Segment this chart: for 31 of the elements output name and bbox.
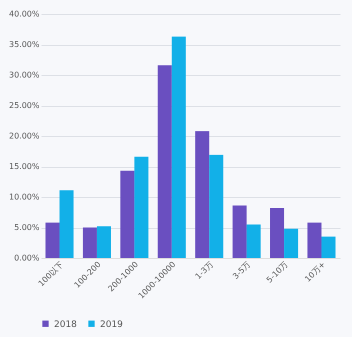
y-tick-label: 30.00%	[8, 70, 40, 80]
y-tick-label: 5.00%	[14, 223, 40, 232]
bar	[195, 131, 210, 258]
y-tick-label: 0.00%	[14, 254, 40, 262]
x-tick-label: 100以下	[36, 260, 66, 288]
bar	[284, 228, 298, 258]
y-tick-label: 15.00%	[8, 162, 40, 171]
bar	[172, 36, 186, 258]
y-tick-label: 35.00%	[8, 40, 40, 49]
bar	[45, 222, 60, 258]
y-tick-label: 25.00%	[8, 101, 40, 110]
bar	[307, 222, 322, 258]
legend-label: 2018	[54, 320, 78, 330]
bar	[321, 236, 336, 258]
bar	[120, 170, 134, 258]
x-tick-label: 1-3万	[194, 260, 215, 282]
bar	[96, 226, 111, 258]
bar	[209, 154, 224, 258]
y-tick-label: 40.00%	[8, 10, 40, 18]
legend-label: 2019	[100, 320, 124, 330]
y-tick-label: 20.00%	[8, 132, 40, 140]
bar	[232, 206, 247, 258]
bar	[270, 208, 284, 258]
bar	[246, 224, 261, 258]
x-tick-label: 3-5万	[231, 260, 252, 282]
bar	[60, 190, 74, 258]
x-tick-label: 10万+	[303, 260, 328, 284]
bar	[82, 228, 97, 258]
bar	[158, 65, 172, 258]
y-tick-label: 10.00%	[8, 192, 40, 202]
bar	[134, 156, 148, 258]
